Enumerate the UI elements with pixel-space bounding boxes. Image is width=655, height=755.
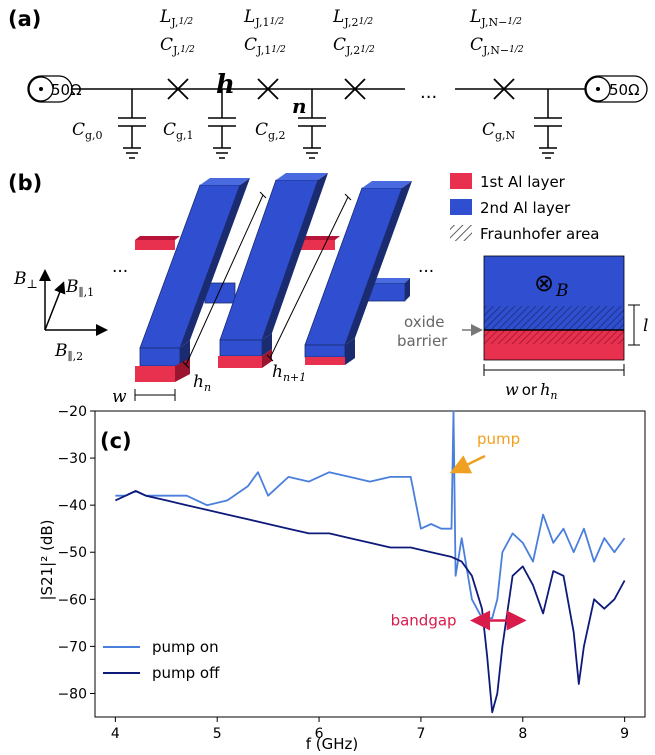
oxide-label-2: barrier xyxy=(397,332,448,350)
legend-label-0: pump on xyxy=(152,638,219,656)
dim-hn-label: hn xyxy=(193,372,211,394)
y-tick-label--50: −50 xyxy=(57,545,87,561)
panel-c: 4 5 6 7 8 9−20−30−40−50−60−70−80 pumpbandgap … xyxy=(38,404,646,753)
josephson-junctions xyxy=(167,78,515,100)
b-par1-label: B∥,1 xyxy=(65,277,94,299)
ground-capacitor-0 xyxy=(118,89,146,159)
dim-l-label: l xyxy=(643,316,648,336)
port-right: 50Ω xyxy=(584,75,648,103)
junction-array-3d xyxy=(134,173,412,401)
svg-text:LJ,1/2: LJ,1/2 xyxy=(159,7,193,29)
node-h-label: h xyxy=(216,70,235,100)
y-axis-label: |S21|² (dB) xyxy=(38,519,56,600)
port-left: 50Ω xyxy=(27,75,82,103)
legend-label-1: pump off xyxy=(152,664,220,682)
y-tick-label--70: −70 xyxy=(57,639,87,655)
legend-swatch-blue xyxy=(450,199,472,215)
ellipsis-a: ... xyxy=(420,82,437,103)
legend-2nd-layer: 2nd Al layer xyxy=(480,199,571,217)
junction-cross-1 xyxy=(257,78,279,100)
ground-capacitor-2 xyxy=(298,89,326,159)
junction-label-0: LJ,1/2 CJ,1/2 xyxy=(159,7,195,57)
s21-chart: 4 5 6 7 8 9−20−30−40−50−60−70−80 pumpbandgap … xyxy=(57,404,646,742)
x-tick-label-6: 6 xyxy=(315,726,324,742)
panel-c-label: (c) xyxy=(100,429,132,453)
port-left-label: 50Ω xyxy=(51,81,82,99)
junction-label-1: LJ,11/2 CJ,11/2 xyxy=(243,7,286,57)
field-b-label: B xyxy=(555,281,569,301)
annotation-layer: pump bandgap xyxy=(391,430,527,631)
layer-legend: 1st Al layer 2nd Al layer Fraunhofer are… xyxy=(450,173,600,243)
ellipsis-b-right: ... xyxy=(418,257,434,277)
y-tick-label--20: −20 xyxy=(57,404,87,420)
junction-cross-3 xyxy=(493,78,515,100)
b-par2-label: B∥,2 xyxy=(54,341,83,363)
panel-b-label: (b) xyxy=(8,171,42,195)
chart-legend: pump on pump off xyxy=(103,638,220,682)
bandgap-annotation: bandgap xyxy=(391,611,457,629)
junction-label-2: LJ,21/2 CJ,21/2 xyxy=(332,7,375,57)
svg-text:LJ,21/2: LJ,21/2 xyxy=(332,7,373,29)
junction-label-3: LJ,N−1/2 CJ,N−1/2 xyxy=(469,7,524,57)
y-tick-label--40: −40 xyxy=(57,498,87,514)
legend-1st-layer: 1st Al layer xyxy=(480,173,566,191)
svg-text:CJ,21/2: CJ,21/2 xyxy=(333,35,375,57)
cap-label-2: Cg,2 xyxy=(255,120,286,142)
field-axes: B⊥ B∥,1 B∥,2 xyxy=(13,269,108,363)
x-tick-label-9: 9 xyxy=(620,726,629,742)
y-tick-label--30: −30 xyxy=(57,451,87,467)
cap-label-3: Cg,N xyxy=(482,120,516,142)
legend-swatch-hatch xyxy=(450,225,472,241)
pump-annotation: pump xyxy=(477,430,520,448)
svg-text:CJ,11/2: CJ,11/2 xyxy=(244,35,286,57)
pump-arrow xyxy=(449,454,486,474)
svg-text:LJ,N−1/2: LJ,N−1/2 xyxy=(469,7,522,29)
legend-fraunhofer: Fraunhofer area xyxy=(480,225,600,243)
svg-text:CJ,N−1/2: CJ,N−1/2 xyxy=(470,35,524,57)
cross-section-inset: ⊗ B l w or hn oxide barrier xyxy=(397,255,648,402)
oxide-label-1: oxide xyxy=(404,313,445,331)
series-line-pump-on xyxy=(115,410,626,619)
svg-text:CJ,1/2: CJ,1/2 xyxy=(160,35,195,57)
panel-a: (a) ... 50Ω 50Ω LJ,1/2 xyxy=(8,7,648,159)
dim-hn1-label: hn+1 xyxy=(272,362,306,384)
junction-cross-2 xyxy=(344,78,366,100)
y-tick-label--80: −80 xyxy=(57,686,87,702)
junction-labels: LJ,1/2 CJ,1/2 LJ,11/2 CJ,11/2 LJ,21/2 CJ… xyxy=(159,7,524,57)
x-tick-label-8: 8 xyxy=(518,726,527,742)
field-into-page-icon: ⊗ xyxy=(534,269,554,297)
x-axis-label: f (GHz) xyxy=(306,735,359,753)
ticks-layer: 4 5 6 7 8 9 −20 −30 −40 −50 −60 −70 −80 xyxy=(57,404,629,742)
series-layer xyxy=(115,410,626,714)
x-tick-label-4: 4 xyxy=(111,726,120,742)
junction-cross-0 xyxy=(167,78,189,100)
svg-text:LJ,11/2: LJ,11/2 xyxy=(243,7,284,29)
y-tick-label--60: −60 xyxy=(57,592,87,608)
ellipsis-b-left: ... xyxy=(112,257,128,277)
ground-capacitor-3 xyxy=(534,89,562,159)
panel-b: (b) 1st Al layer 2nd Al layer Fraunhofer… xyxy=(8,171,648,407)
cap-label-1: Cg,1 xyxy=(163,120,194,142)
dim-width-label: w or hn xyxy=(505,380,557,402)
plot-frame xyxy=(94,410,646,718)
x-tick-label-7: 7 xyxy=(416,726,425,742)
legend-swatch-red xyxy=(450,173,472,189)
ground-cap-labels: Cg,0 Cg,1 Cg,2 Cg,N xyxy=(72,120,516,142)
panel-a-label: (a) xyxy=(8,7,41,31)
node-n-label: n xyxy=(292,94,307,118)
ground-capacitors xyxy=(118,89,562,159)
b-perp-label: B⊥ xyxy=(13,269,38,291)
cap-label-0: Cg,0 xyxy=(72,120,103,142)
x-tick-label-5: 5 xyxy=(213,726,222,742)
ground-capacitor-1 xyxy=(208,89,236,159)
dim-w-label: w xyxy=(112,387,127,407)
port-right-label: 50Ω xyxy=(609,81,640,99)
